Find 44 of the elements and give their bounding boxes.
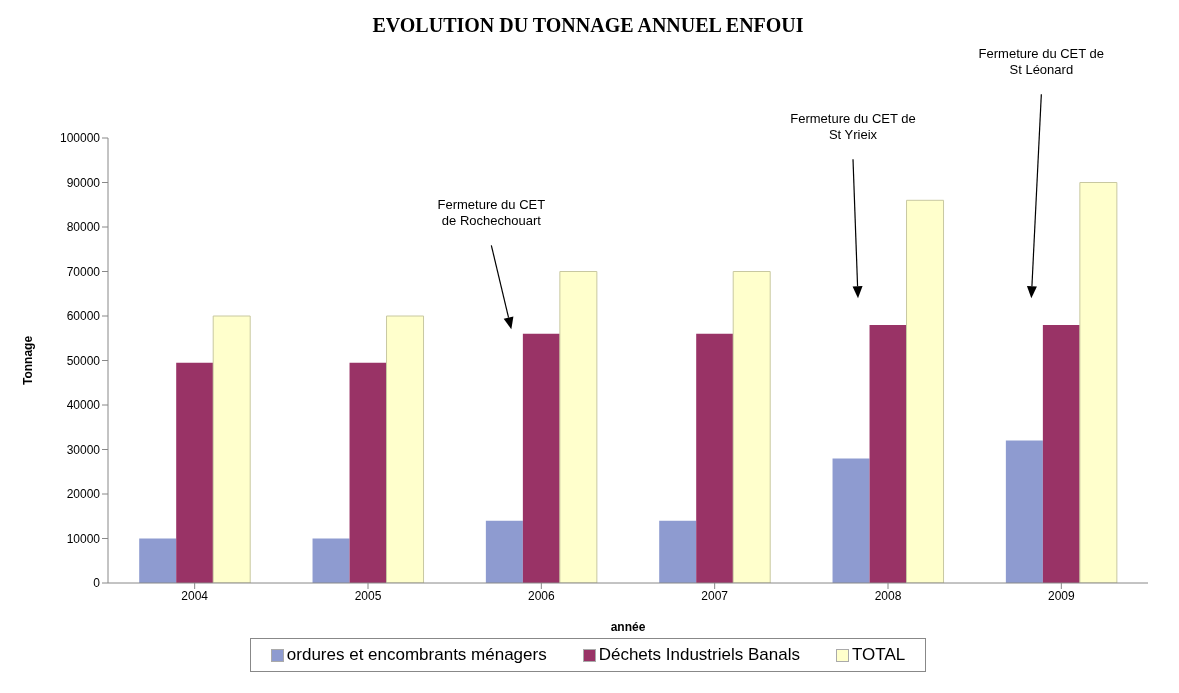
bar: [559, 271, 598, 583]
bar: [906, 199, 945, 583]
bar: [869, 324, 907, 583]
annotation: Fermeture du CET de Rochechouart: [437, 197, 546, 229]
bar: [696, 333, 734, 583]
bar: [212, 315, 251, 583]
x-tick-label: 2009: [1047, 588, 1075, 603]
x-tick-label: 2008: [874, 588, 902, 603]
bar: [1005, 440, 1043, 583]
text: Fermeture du CET de St Léonard: [978, 46, 1105, 78]
bar: [485, 520, 523, 583]
x-axis-title: année: [610, 620, 646, 634]
y-tick-label: 60000: [66, 309, 101, 324]
y-tick-label: 20000: [66, 487, 101, 502]
y-tick-label: 50000: [66, 353, 101, 368]
bar: [312, 538, 350, 583]
y-tick-label: 40000: [66, 398, 101, 413]
bar: [349, 362, 387, 583]
y-tick-label: 30000: [66, 442, 101, 457]
bar: [1079, 182, 1118, 583]
y-tick-label: 70000: [66, 264, 101, 279]
legend-label: Déchets Industriels Banals: [597, 645, 800, 665]
x-tick-label: 2005: [354, 588, 382, 603]
bar: [139, 538, 177, 583]
bar: [659, 520, 697, 583]
bar: [386, 315, 425, 583]
y-tick-label: 10000: [66, 531, 101, 546]
legend-label: ordures et encombrants ménagers: [285, 645, 547, 665]
x-tick-label: 2006: [527, 588, 555, 603]
legend-label: TOTAL: [850, 645, 906, 665]
bar: [176, 362, 214, 583]
bar: [1042, 324, 1080, 583]
x-tick-label: 2004: [181, 588, 209, 603]
y-tick-label: 100000: [59, 131, 101, 146]
annotation: Fermeture du CET de St Yrieix: [790, 111, 916, 143]
y-tick-label: 80000: [66, 220, 101, 235]
y-tick-label: 90000: [66, 175, 101, 190]
bar: [832, 458, 870, 583]
y-axis-title: Tonnage: [21, 335, 36, 386]
bar: [732, 271, 771, 583]
y-tick-label: 0: [93, 576, 101, 591]
x-tick-label: 2007: [701, 588, 729, 603]
chart-title: EVOLUTION DU TONNAGE ANNUEL ENFOUI: [372, 14, 804, 36]
bar: [522, 333, 560, 583]
